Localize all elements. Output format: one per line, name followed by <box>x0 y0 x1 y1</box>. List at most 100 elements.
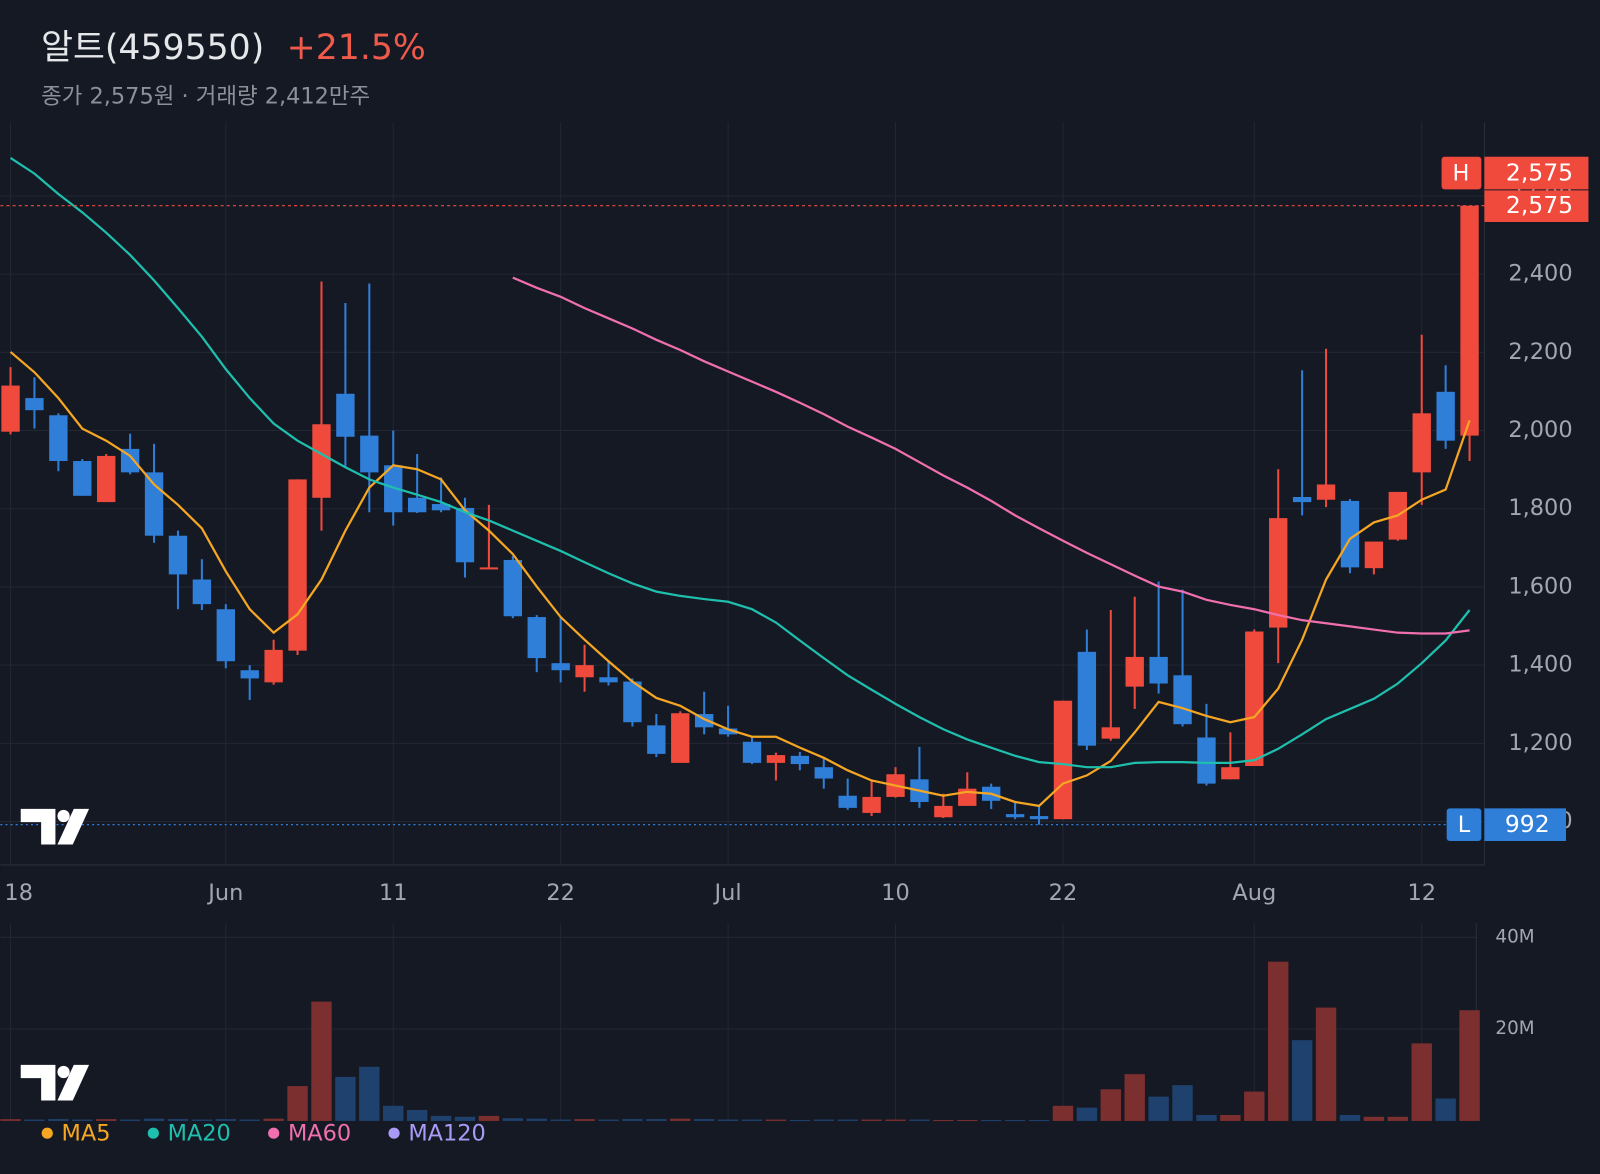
legend-marker <box>268 1127 280 1139</box>
logo-slash <box>57 1064 90 1101</box>
candle-body <box>934 805 953 818</box>
high-price-label: 2,575 <box>1506 159 1573 187</box>
volume-bar <box>622 1119 643 1121</box>
ma-line <box>9 351 1471 808</box>
legend-marker <box>41 1127 53 1139</box>
candle-body <box>1101 727 1120 739</box>
logo-dot <box>57 1065 70 1079</box>
volume-bar <box>502 1118 524 1121</box>
watermark <box>20 808 90 845</box>
volume-bar <box>24 1119 45 1121</box>
low-price-label: 992 <box>1505 810 1550 838</box>
volume-bar <box>574 1119 595 1121</box>
candle-body <box>838 795 857 808</box>
legend: MA5 MA20 MA60 MA120 <box>41 1121 486 1147</box>
volume-bar <box>1124 1074 1145 1121</box>
volume-bar <box>885 1119 906 1121</box>
volume-bar <box>957 1120 978 1122</box>
legend-label: MA20 <box>168 1121 231 1147</box>
title: 알트(459550) <box>41 28 264 68</box>
high-tag-box <box>1441 156 1482 190</box>
volume-bar <box>550 1119 571 1121</box>
x-tick-label: Jun <box>206 880 243 906</box>
x-tick-label: 18 <box>4 880 33 906</box>
candle-body <box>814 767 833 779</box>
volume-bar <box>1459 1010 1480 1121</box>
low-price-box <box>1484 808 1567 841</box>
volume-bar <box>861 1119 882 1121</box>
candle-body <box>862 796 881 813</box>
volume-bar <box>143 1118 165 1121</box>
volume-bar <box>287 1086 308 1121</box>
candle-body <box>1364 541 1384 569</box>
candle-body <box>1316 484 1336 500</box>
volume-bar <box>933 1120 954 1122</box>
candle-body <box>144 472 164 536</box>
volume-bar <box>670 1118 691 1121</box>
volume-bar <box>1196 1114 1217 1121</box>
high-tag: H <box>1453 161 1470 187</box>
x-tick-label: 10 <box>881 880 910 906</box>
volume-bar <box>119 1119 141 1121</box>
candle-body <box>384 465 403 513</box>
logo-t <box>20 1064 56 1101</box>
candle-body <box>623 681 642 723</box>
volume-bar <box>1268 961 1289 1121</box>
last-price-label: 2,575 <box>1506 191 1573 219</box>
candle-body <box>288 479 307 651</box>
watermark <box>20 1064 90 1101</box>
candle-body <box>168 535 188 575</box>
candle-body <box>455 507 475 563</box>
legend-marker <box>147 1127 159 1139</box>
x-tick-label: 22 <box>1049 880 1078 906</box>
logo-dot <box>57 809 70 823</box>
change: +21.5% <box>287 28 426 68</box>
volume-bar <box>837 1119 858 1121</box>
candle-body <box>431 504 451 511</box>
candle-body <box>312 424 331 498</box>
volume-bar <box>239 1119 260 1121</box>
volume-bar <box>1411 1043 1432 1121</box>
y-tick-label: 2,000 <box>1508 417 1572 443</box>
logo-t <box>20 808 56 845</box>
legend-label: MA60 <box>288 1121 351 1147</box>
volume-bar <box>0 1119 21 1121</box>
volume-bar <box>646 1119 667 1121</box>
candle-body <box>97 455 116 503</box>
candle-body <box>1053 700 1073 820</box>
candle-body <box>647 725 666 754</box>
volume-bar <box>48 1119 69 1121</box>
candle-body <box>1292 496 1312 503</box>
volume-bar <box>430 1115 452 1121</box>
volume-bar <box>909 1119 930 1121</box>
logo-slash <box>57 808 90 845</box>
candle-body <box>479 567 499 570</box>
candle-body <box>1149 656 1168 684</box>
volume-bar <box>1004 1120 1026 1122</box>
candle-body <box>599 677 618 683</box>
volume-bar <box>1220 1114 1241 1121</box>
price-tags: H 2,575 2,575 L 992 <box>0 156 1589 841</box>
volume-bar <box>215 1119 237 1121</box>
volume-bar <box>1052 1105 1074 1121</box>
candle-body <box>360 435 379 473</box>
candle-body <box>73 461 92 496</box>
candle-body <box>1221 767 1240 780</box>
subtitle: 종가 2,575원 · 거래량 2,412만주 <box>41 83 370 109</box>
high-price-box <box>1484 156 1589 190</box>
candle-body <box>1436 391 1455 441</box>
candle-body <box>25 398 44 411</box>
volume-bar <box>693 1119 715 1121</box>
candle-body <box>264 649 283 683</box>
candle-body <box>1029 816 1049 820</box>
candle-body <box>1 385 20 432</box>
candle-body <box>742 741 762 763</box>
volume-bar <box>598 1119 619 1121</box>
candle-body <box>671 713 690 763</box>
candle-body <box>1197 737 1216 784</box>
volume-bar <box>1148 1096 1169 1121</box>
candle-body <box>192 579 212 605</box>
volume-bar <box>980 1120 1002 1122</box>
volume-bar <box>765 1119 787 1121</box>
